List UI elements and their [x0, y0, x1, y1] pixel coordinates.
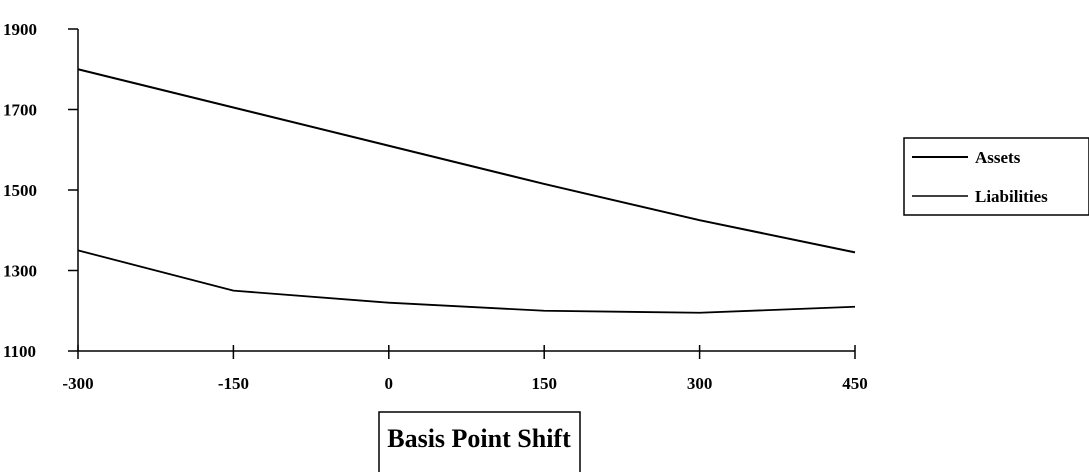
series-line-liabilities — [77, 249, 856, 314]
legend-label-liabilities: Liabilities — [975, 187, 1048, 206]
x-tick-label: -300 — [62, 374, 93, 393]
series-line-assets — [77, 68, 856, 254]
x-tick-label: 0 — [385, 374, 394, 393]
y-tick-label: 1300 — [3, 262, 37, 281]
legend-label-assets: Assets — [975, 148, 1021, 167]
x-tick-label: 300 — [687, 374, 713, 393]
x-axis-label: Basis Point Shift — [387, 424, 571, 453]
legend-box — [903, 137, 1089, 216]
x-axis-label-border — [378, 411, 581, 472]
x-axis-label-box: Basis Point Shift — [378, 411, 581, 472]
x-axis: -300 -150 0 150 300 450 — [62, 345, 868, 393]
y-axis: 1100 1300 1500 1700 1900 — [3, 20, 79, 361]
y-tick-label: 1500 — [3, 181, 37, 200]
y-tick-label: 1700 — [3, 101, 37, 120]
x-tick-label: 450 — [842, 374, 868, 393]
y-tick-label: 1900 — [3, 20, 37, 39]
legend: Assets Liabilities — [903, 137, 1089, 216]
x-tick-label: 150 — [531, 374, 557, 393]
x-tick-label: -150 — [218, 374, 249, 393]
y-tick-label: 1100 — [3, 342, 36, 361]
series-lines — [77, 68, 856, 314]
